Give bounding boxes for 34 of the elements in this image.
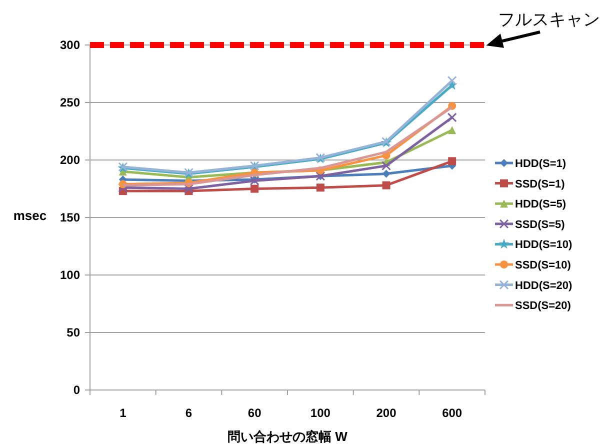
legend-label: HDD(S=1)	[515, 158, 566, 170]
y-tick-label: 100	[60, 268, 80, 282]
point	[447, 76, 457, 86]
y-axis-title: msec	[13, 208, 47, 223]
point	[448, 126, 456, 134]
point	[382, 181, 390, 190]
point	[250, 184, 259, 193]
ref-line-label: フルスキャン	[498, 10, 600, 29]
point	[316, 184, 324, 192]
legend-label: HDD(S=10)	[515, 239, 572, 252]
point	[448, 157, 456, 166]
y-tick-label: 300	[60, 38, 80, 52]
x-tick-label: 100	[310, 406, 331, 420]
y-tick-label: 150	[60, 210, 80, 224]
y-tick-label: 250	[60, 96, 80, 110]
legend-label: SSD(S=20)	[515, 300, 572, 312]
legend-label: HDD(S=5)	[515, 198, 566, 211]
y-tick-label: 50	[66, 326, 80, 340]
y-tick-label: 200	[60, 153, 80, 167]
legend-label: SSD(S=1)	[515, 178, 566, 190]
legend-label: SSD(S=5)	[515, 218, 566, 231]
legend-label: SSD(S=10)	[515, 260, 572, 272]
x-tick-label: 1	[120, 406, 127, 420]
x-axis-title: 問い合わせの窓幅 W	[228, 429, 348, 444]
x-tick-label: 600	[442, 406, 462, 420]
y-tick-label: 0	[73, 383, 80, 397]
point	[184, 184, 194, 194]
x-tick-label: 6	[185, 406, 192, 420]
x-tick-label: 200	[376, 406, 397, 420]
legend-label: HDD(S=20)	[515, 280, 572, 292]
point	[447, 112, 457, 122]
point	[382, 161, 391, 170]
point	[382, 170, 390, 178]
x-tick-label: 60	[248, 406, 262, 420]
